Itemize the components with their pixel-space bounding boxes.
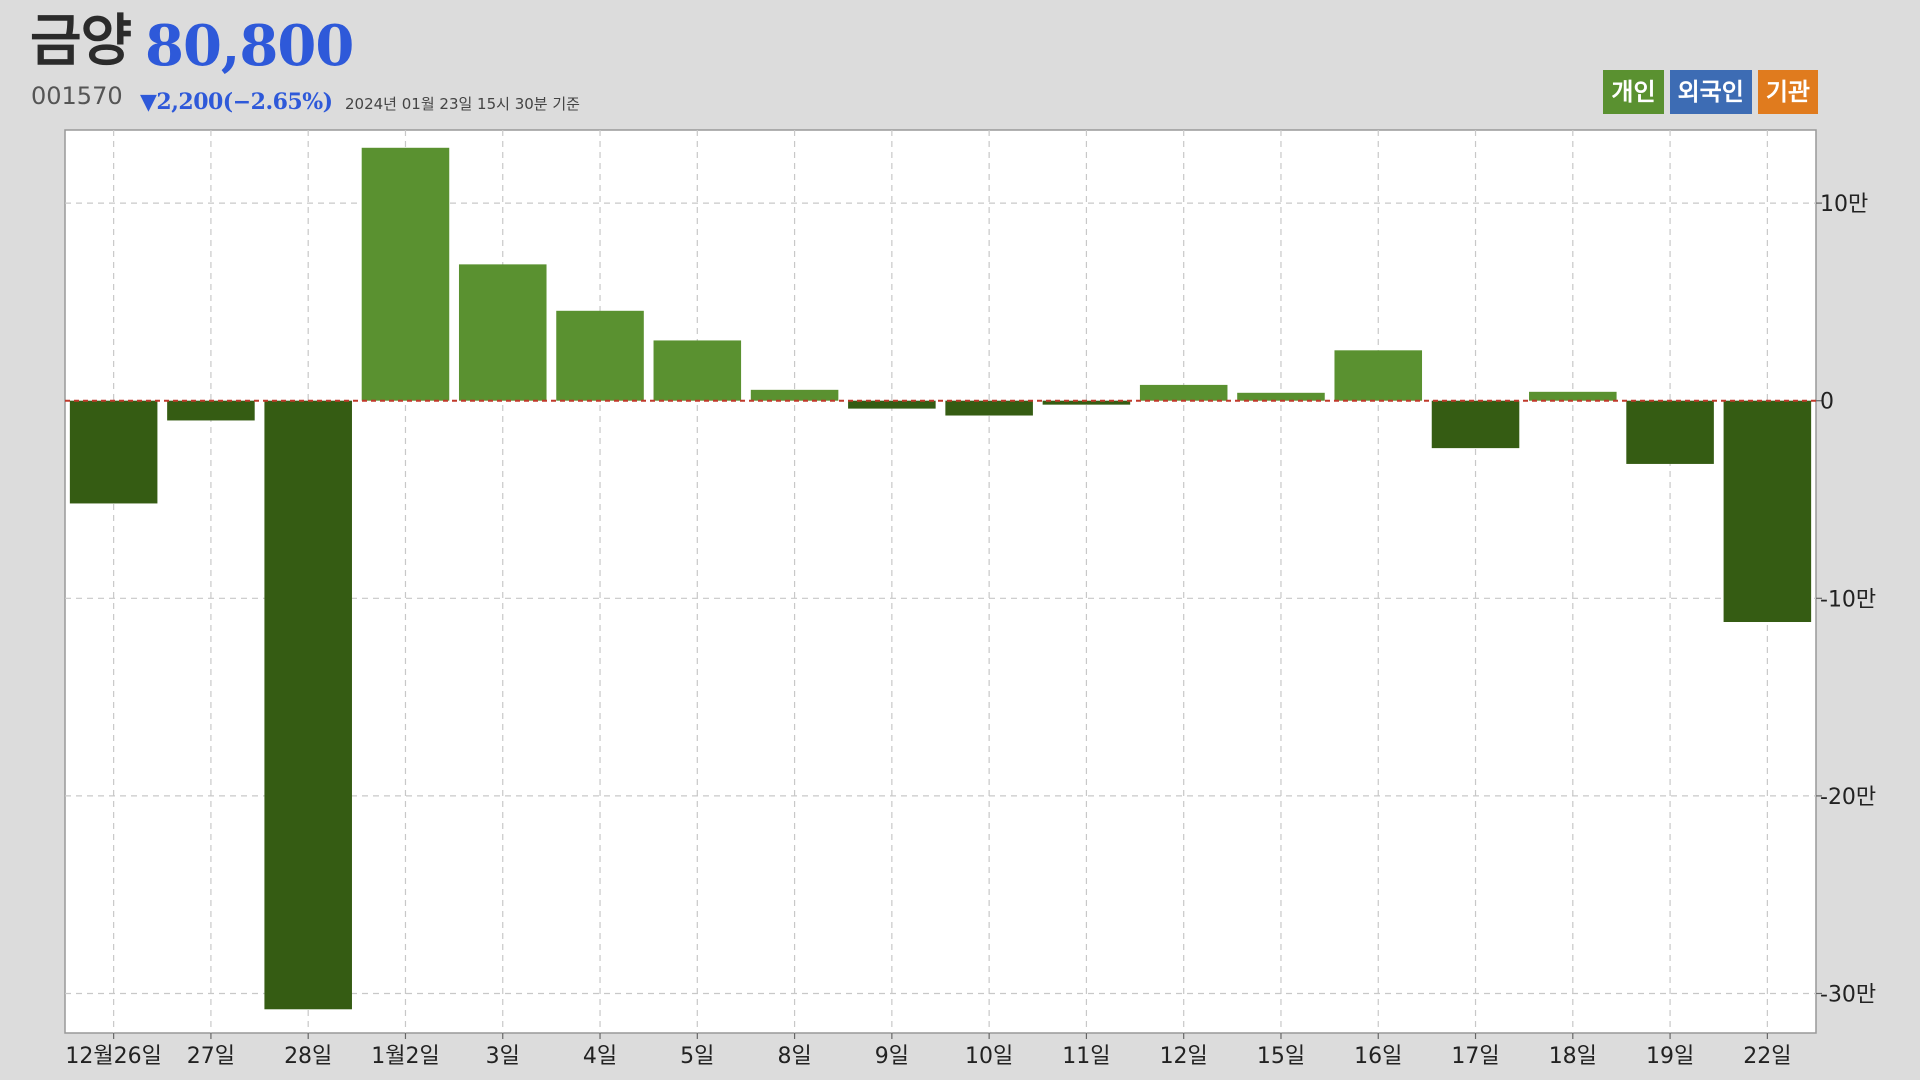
- bar-9[interactable]: [848, 400, 936, 409]
- x-tick-label: 10일: [965, 1044, 1013, 1069]
- bar-17[interactable]: [1626, 400, 1714, 464]
- x-tick-label: 22일: [1743, 1044, 1791, 1069]
- x-tick-label: 5일: [680, 1044, 714, 1069]
- x-tick-label: 8일: [777, 1044, 811, 1069]
- as-of-timestamp: 2024년 01월 23일 15시 30분 기준: [345, 95, 580, 113]
- bar-4[interactable]: [361, 147, 450, 401]
- stock-price: 80,800: [145, 13, 354, 79]
- bar-3[interactable]: [264, 400, 352, 1010]
- x-tick-label: 1월2일: [371, 1044, 439, 1069]
- bar-12[interactable]: [1139, 384, 1228, 401]
- bar-6[interactable]: [556, 310, 644, 401]
- bar-18[interactable]: [1723, 400, 1812, 623]
- y-tick-label: -30만: [1820, 982, 1876, 1007]
- y-tick-label: -20만: [1820, 785, 1876, 810]
- x-tick-label: 19일: [1646, 1044, 1694, 1069]
- bar-5[interactable]: [458, 264, 547, 401]
- y-tick-label: 10만: [1820, 192, 1868, 217]
- bar-14[interactable]: [1334, 350, 1423, 401]
- x-tick-label: 12일: [1160, 1044, 1208, 1069]
- plot-area: [64, 129, 1817, 1034]
- bar-1[interactable]: [69, 400, 158, 504]
- x-tick-label: 9일: [875, 1044, 909, 1069]
- x-tick-label: 3일: [486, 1044, 520, 1069]
- bars-layer: [69, 147, 1812, 1010]
- bar-13[interactable]: [1237, 392, 1325, 401]
- price-change: ▼2,200(−2.65%): [140, 89, 333, 115]
- x-axis: 12월26일 27일 28일 1월2일 3일 4일 5일 8일 9일 10일 11일 12일 15일 16…: [65, 1033, 1791, 1069]
- grid-layer: [65, 130, 1816, 1033]
- stock-code: 001570: [31, 82, 123, 110]
- bar-10[interactable]: [945, 400, 1033, 416]
- x-tick-label: 18일: [1549, 1044, 1597, 1069]
- bar-15[interactable]: [1431, 400, 1520, 449]
- x-tick-label: 28일: [284, 1044, 332, 1069]
- investor-legend: 개인 외국인 기관: [1603, 70, 1818, 114]
- x-tick-label: 15일: [1257, 1044, 1305, 1069]
- legend-individual[interactable]: 개인: [1603, 70, 1664, 114]
- y-tick-label: 0: [1820, 390, 1834, 415]
- x-tick-label: 17일: [1451, 1044, 1499, 1069]
- x-tick-label: 27일: [187, 1044, 235, 1069]
- bar-16[interactable]: [1529, 391, 1617, 401]
- bar-8[interactable]: [750, 389, 839, 401]
- legend-institution[interactable]: 기관: [1757, 70, 1818, 114]
- y-tick-label: -10만: [1820, 587, 1876, 612]
- legend-foreign[interactable]: 외국인: [1669, 70, 1752, 114]
- x-tick-label: 4일: [583, 1044, 617, 1069]
- x-tick-label: 12월26일: [65, 1044, 161, 1069]
- bar-2[interactable]: [167, 400, 255, 421]
- bar-7[interactable]: [653, 340, 742, 401]
- x-tick-label: 16일: [1354, 1044, 1402, 1069]
- bar-11[interactable]: [1042, 400, 1131, 405]
- y-axis: 10만 0 -10만 -20만 -30만: [1816, 192, 1876, 1007]
- x-tick-label: 11일: [1062, 1044, 1110, 1069]
- stock-name: 금양: [30, 9, 132, 74]
